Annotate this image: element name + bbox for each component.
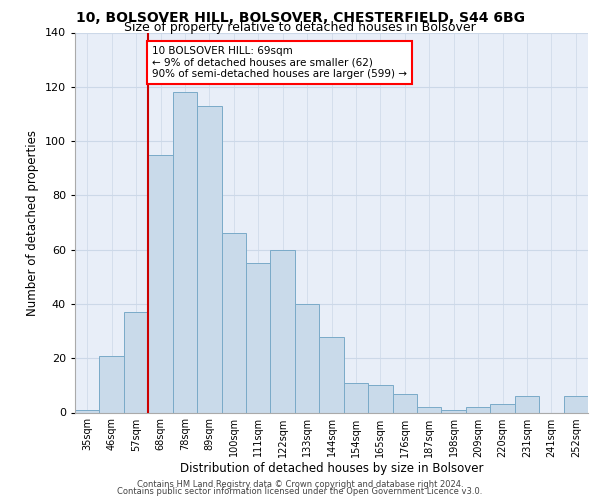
Bar [563,396,588,412]
Text: 10, BOLSOVER HILL, BOLSOVER, CHESTERFIELD, S44 6BG: 10, BOLSOVER HILL, BOLSOVER, CHESTERFIEL… [76,11,524,25]
Bar [75,410,100,412]
Bar [417,407,442,412]
Bar [173,92,197,412]
Bar [466,407,490,412]
Text: Contains HM Land Registry data © Crown copyright and database right 2024.: Contains HM Land Registry data © Crown c… [137,480,463,489]
Bar [368,386,392,412]
Bar [442,410,466,412]
X-axis label: Distribution of detached houses by size in Bolsover: Distribution of detached houses by size … [180,462,483,475]
Text: 10 BOLSOVER HILL: 69sqm
← 9% of detached houses are smaller (62)
90% of semi-det: 10 BOLSOVER HILL: 69sqm ← 9% of detached… [152,46,407,80]
Bar [490,404,515,412]
Bar [319,336,344,412]
Bar [221,234,246,412]
Bar [148,154,173,412]
Bar [392,394,417,412]
Y-axis label: Number of detached properties: Number of detached properties [26,130,39,316]
Bar [515,396,539,412]
Text: Contains public sector information licensed under the Open Government Licence v3: Contains public sector information licen… [118,487,482,496]
Bar [271,250,295,412]
Bar [197,106,221,412]
Bar [295,304,319,412]
Bar [246,263,271,412]
Bar [344,382,368,412]
Text: Size of property relative to detached houses in Bolsover: Size of property relative to detached ho… [124,22,476,35]
Bar [100,356,124,412]
Bar [124,312,148,412]
